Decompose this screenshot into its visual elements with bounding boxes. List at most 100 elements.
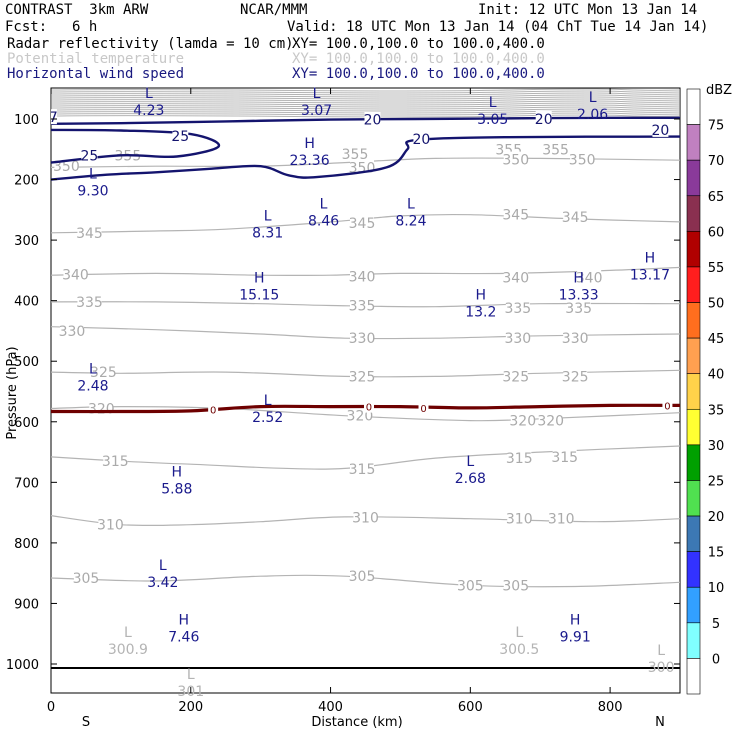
colorbar-swatch [686, 302, 701, 339]
wind-label: 25 [171, 129, 189, 145]
reflectivity-label-bg [418, 401, 429, 414]
x-tick-label: 800 [598, 700, 623, 715]
theta-label-bg [563, 368, 588, 384]
theta-label-bg [503, 577, 528, 593]
extremum-value: 13.17 [630, 268, 670, 284]
theta-label: 320 [537, 414, 564, 430]
field-xy-reflectivity: XY= 100.0,100.0 to 100.0,400.0 [292, 36, 545, 52]
reflectivity-label-bg [208, 403, 219, 416]
theta-label: 350 [53, 159, 80, 175]
colorbar-level: 30 [708, 439, 725, 454]
theta-label: 320 [88, 401, 115, 417]
y-tick-label: 800 [14, 537, 39, 552]
colorbar-swatch [686, 515, 701, 552]
theta-label-bg [350, 297, 375, 313]
theta-label: 345 [502, 208, 529, 224]
forecast-label: Fcst: [5, 19, 48, 35]
theta-label-bg [350, 568, 375, 584]
theta-label-bg [566, 299, 591, 315]
theta-contour-335 [51, 301, 680, 308]
upper-isentrope [51, 114, 680, 118]
wind-contour-25 [51, 128, 221, 164]
theta-label-bg [458, 577, 483, 593]
theta-label: 325 [90, 365, 117, 381]
extremum-value: 3.05 [477, 112, 508, 128]
extremum-value: 300.9 [108, 642, 148, 658]
upper-isentrope [51, 110, 680, 114]
wind-label-bg [652, 121, 669, 137]
theta-label: 340 [62, 268, 89, 284]
theta-label: 320 [347, 409, 374, 425]
y-tick-label: 500 [14, 355, 39, 370]
theta-label-bg [538, 412, 563, 428]
theta-label-bg [503, 368, 528, 384]
wind-label-bg [172, 127, 189, 143]
extremum-value: 13.2 [465, 304, 496, 320]
theta-contour-350 [51, 157, 680, 168]
extremum-type: H [304, 136, 315, 152]
wind-label: 20 [535, 112, 553, 128]
extremum-type: H [570, 613, 581, 629]
theta-label: 340 [502, 271, 529, 287]
theta-label: 310 [548, 512, 575, 528]
theta-label-bg [63, 266, 88, 282]
theta-label: 330 [562, 331, 589, 347]
upper-isentrope [51, 92, 680, 96]
wind-label-bg [364, 111, 381, 127]
y-axis-label: Pressure (hPa) [5, 346, 20, 439]
colorbar-unit: dBZ [706, 83, 732, 98]
extremum-type: L [89, 361, 97, 377]
y-tick-label: 100 [14, 113, 39, 128]
wind-label-bg [51, 109, 57, 125]
theta-label-bg [563, 330, 588, 346]
theta-label-bg [577, 269, 602, 285]
upper-isentrope [51, 102, 680, 106]
colorbar-level: 45 [708, 332, 725, 347]
x-tick-label: 400 [318, 700, 343, 715]
colorbar-level: 25 [708, 474, 725, 489]
colorbar-swatch [686, 266, 701, 303]
extremum-value: 8.31 [252, 226, 283, 242]
extremum-type: L [320, 197, 328, 213]
x-tick-label: 600 [458, 700, 483, 715]
theta-label: 305 [502, 578, 529, 594]
theta-label-bg [350, 268, 375, 284]
colorbar-swatch [686, 551, 701, 588]
extremum-value: 2.52 [252, 410, 283, 426]
colorbar-swatch [686, 444, 701, 481]
extremum-type: L [466, 454, 474, 470]
y-tick-label: 700 [14, 476, 39, 491]
theta-label: 350 [502, 153, 529, 169]
extremum-value: 2.68 [455, 471, 486, 487]
theta-label-bg [549, 510, 574, 526]
extremum-type: H [254, 271, 265, 287]
theta-label: 315 [102, 454, 129, 470]
theta-label-bg [543, 141, 568, 157]
extremum-value: 2.06 [577, 107, 608, 123]
extremum-value: 4.23 [133, 103, 164, 119]
upper-isentrope [51, 100, 680, 104]
wind-label-bg [535, 111, 552, 126]
theta-label-bg [510, 412, 535, 428]
extremum-type: L [187, 667, 195, 683]
theta-label-bg [570, 151, 595, 167]
theta-label-bg [59, 322, 84, 338]
theta-label-bg [77, 224, 102, 240]
extremum-value: 23.36 [290, 153, 330, 169]
theta-label-bg [507, 450, 532, 466]
wind-label-bg [81, 147, 98, 163]
y-tick-label: 300 [14, 234, 39, 249]
theta-label: 305 [73, 571, 100, 587]
extremum-type: L [264, 209, 272, 225]
extremum-type: L [159, 558, 167, 574]
theta-contour-310 [51, 515, 680, 527]
extremum-type: L [407, 197, 415, 213]
extremum-type: L [589, 90, 597, 106]
theta-label: 345 [349, 216, 376, 232]
theta-label: 330 [504, 331, 531, 347]
theta-label: 340 [576, 271, 603, 287]
field-xy-wind: XY= 100.0,100.0 to 100.0,400.0 [292, 66, 545, 82]
